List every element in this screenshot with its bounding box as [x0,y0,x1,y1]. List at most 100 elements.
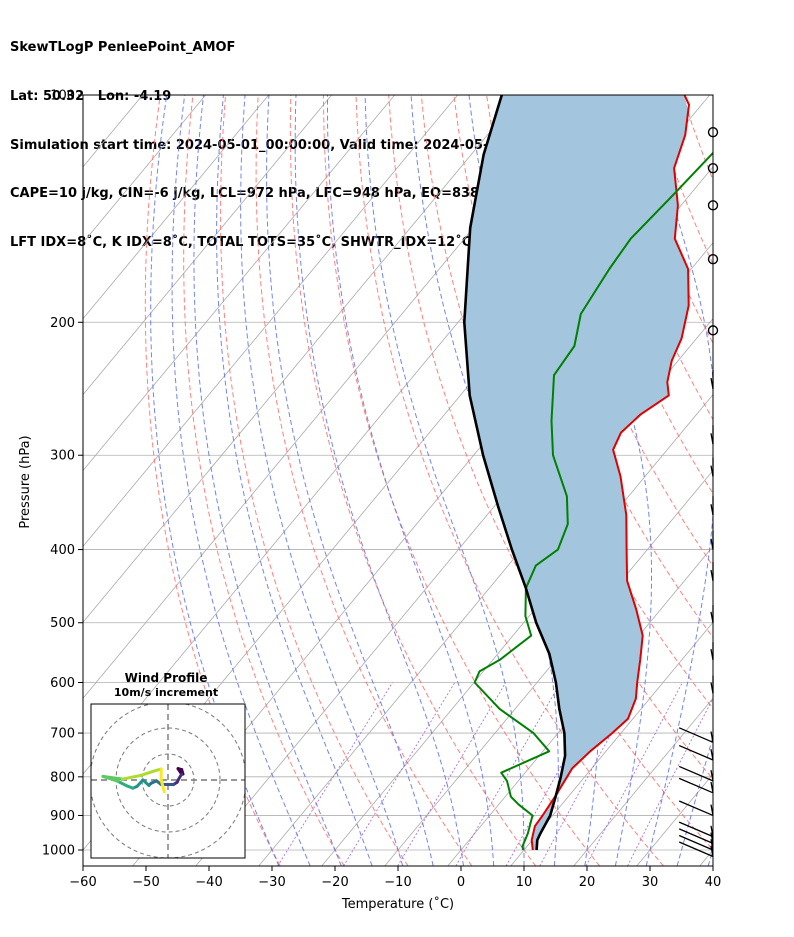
barb-staff [710,749,714,761]
wind-barb [710,530,714,550]
wind-barb [678,800,714,817]
dewpoint-profile [473,151,713,851]
calm-wind-circle [707,126,719,138]
hodograph-segment [139,769,156,777]
isotherm-line [321,393,713,866]
moist-adiabat [707,848,713,866]
barb-flag [678,765,714,782]
y-tick-label: 500 [50,616,75,631]
dry-adiabat [715,95,794,866]
y-tick-label: 300 [50,449,75,464]
wind-barb [707,254,719,265]
axes: −60 −50 −40 −30 −20 −10 0 10 20 30 40 1000 900 800 700… [42,89,721,891]
isotherm-line [447,545,713,866]
dry-adiabat [355,95,664,866]
wind-barb [707,200,719,211]
x-tick-label: 10 [516,875,533,890]
dry-adiabat [220,95,409,866]
chart-title: SkewTLogP PenleePoint_AMOF [10,40,236,56]
moist-adiabat [171,95,311,866]
isotherm-line [510,621,713,866]
mixing-ratio-line [397,682,507,866]
moist-adiabat [327,95,495,866]
y-tick-label: 600 [50,676,75,691]
dry-adiabat [183,95,345,866]
moist-adiabat [364,95,525,866]
wind-barb [710,561,714,581]
wind-barb [710,496,714,516]
dry-adiabat [681,95,713,182]
y-tick-label: 400 [50,543,75,558]
dry-adiabat [584,95,713,421]
barb-flag [678,800,714,817]
calm-wind-circle [707,200,719,211]
hodograph-segment [116,779,129,788]
parcel-profile [462,95,567,851]
barb-staff [710,825,714,837]
stability-indices: LFT IDX=8˚C, K IDX=8˚C, TOTAL TOTS=35˚C,… [10,234,472,250]
y-axis-label: Pressure (hPa) [18,435,33,528]
isotherm-line [83,95,269,320]
calm-wind-circle [707,162,719,174]
x-axis-label: Temperature (˚C) [341,896,454,912]
sounding-lines [462,95,713,851]
wind-barb [710,425,714,445]
dewpoint-profile-line [473,151,713,851]
hodograph-title: Wind Profile [125,671,208,685]
wind-barb [710,675,714,694]
isotherm-line [83,95,521,623]
x-tick-label: 20 [579,875,596,890]
dry-adiabat [748,95,794,866]
wind-barb [710,369,714,389]
isotherm-line [83,95,458,548]
wind-barb [678,777,714,794]
mixing-ratio-line [627,697,713,866]
mixing-ratio-line [343,682,456,866]
wind-barb [710,605,714,623]
dry-adiabat [780,95,794,866]
hodograph-segment [159,778,166,794]
wind-barb [678,765,714,782]
barb-flag [678,727,714,743]
barb-staff [710,731,714,743]
hodograph-frame [90,703,246,859]
isotherm-line [384,469,713,866]
cape-shading [464,95,689,850]
x-tick-label: 0 [457,875,465,890]
dry-adiabat [255,95,473,866]
barb-staff [710,781,714,793]
barb-flag [678,841,714,858]
isotherm-line [0,95,80,866]
x-tick-label: 30 [642,875,659,890]
isotherm-line [83,95,332,396]
isotherm-line [83,95,395,472]
y-tick-label: 200 [50,316,75,331]
hodograph-subtitle: 10m/s increment [114,686,218,699]
wind-barb [678,744,714,761]
x-tick-label: −50 [132,875,159,890]
moist-adiabat [193,95,342,866]
x-tick-label: −20 [321,875,348,890]
hodograph-plot [91,704,245,858]
calm-wind-circle [707,325,719,336]
wind-barb [710,642,714,661]
wind-barb [678,727,714,743]
barb-flag [678,821,714,838]
x-tick-label: 40 [705,875,722,890]
wind-barb [707,126,719,138]
x-tick-label: −60 [69,875,96,890]
moist-adiabat [240,95,404,866]
temperature-profile [530,95,690,851]
x-tick-label: −40 [195,875,222,890]
temperature-profile-line [530,95,690,851]
wind-barb [678,834,714,851]
wind-barb [678,841,714,858]
mixing-ratio-line [585,682,683,866]
wind-barbs [678,126,719,858]
y-tick-label: 800 [50,770,75,785]
barb-staff [710,832,714,844]
calm-wind-circle [707,254,719,265]
dry-adiabat [289,95,537,866]
